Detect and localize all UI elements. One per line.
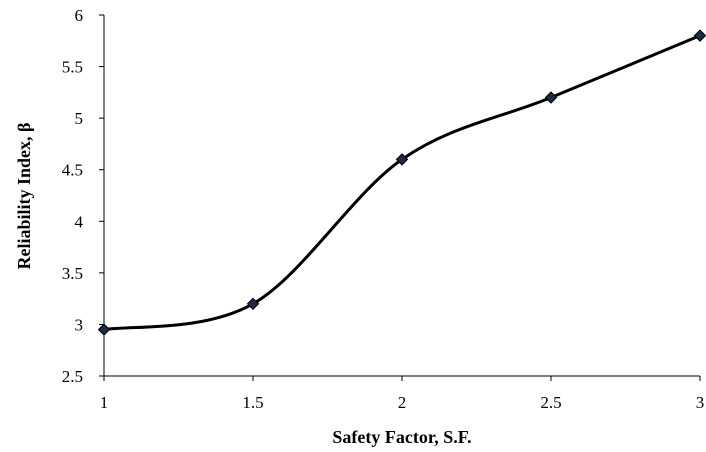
y-tick-label: 3 xyxy=(75,315,84,334)
markers-layer xyxy=(97,29,706,336)
data-point-marker xyxy=(693,29,706,42)
x-tick-label: 1.5 xyxy=(242,393,263,412)
x-axis-label: Safety Factor, S.F. xyxy=(332,427,471,447)
y-tick-label: 3.5 xyxy=(62,264,83,283)
y-tick-label: 2.5 xyxy=(62,367,83,386)
x-axis-ticks: 1 1.5 2 2.5 3 xyxy=(100,376,705,412)
x-tick-label: 3 xyxy=(696,393,705,412)
y-tick-label: 5.5 xyxy=(62,58,83,77)
data-point-marker xyxy=(97,323,111,336)
data-point-marker xyxy=(246,297,260,311)
y-axis-label: Reliability Index, β xyxy=(14,123,34,270)
y-tick-label: 6 xyxy=(75,6,84,25)
y-tick-label: 5 xyxy=(75,109,84,128)
y-tick-label: 4.5 xyxy=(62,161,83,180)
data-point-marker xyxy=(395,153,409,166)
series-line xyxy=(103,34,701,332)
x-tick-label: 1 xyxy=(100,393,109,412)
y-tick-label: 4 xyxy=(75,212,84,231)
series-layer xyxy=(103,34,701,332)
y-axis-ticks: 2.5 3 3.5 4 4.5 5 5.5 6 xyxy=(62,6,104,386)
x-tick-label: 2.5 xyxy=(540,393,561,412)
data-point-marker xyxy=(544,91,558,104)
x-tick-label: 2 xyxy=(398,393,407,412)
